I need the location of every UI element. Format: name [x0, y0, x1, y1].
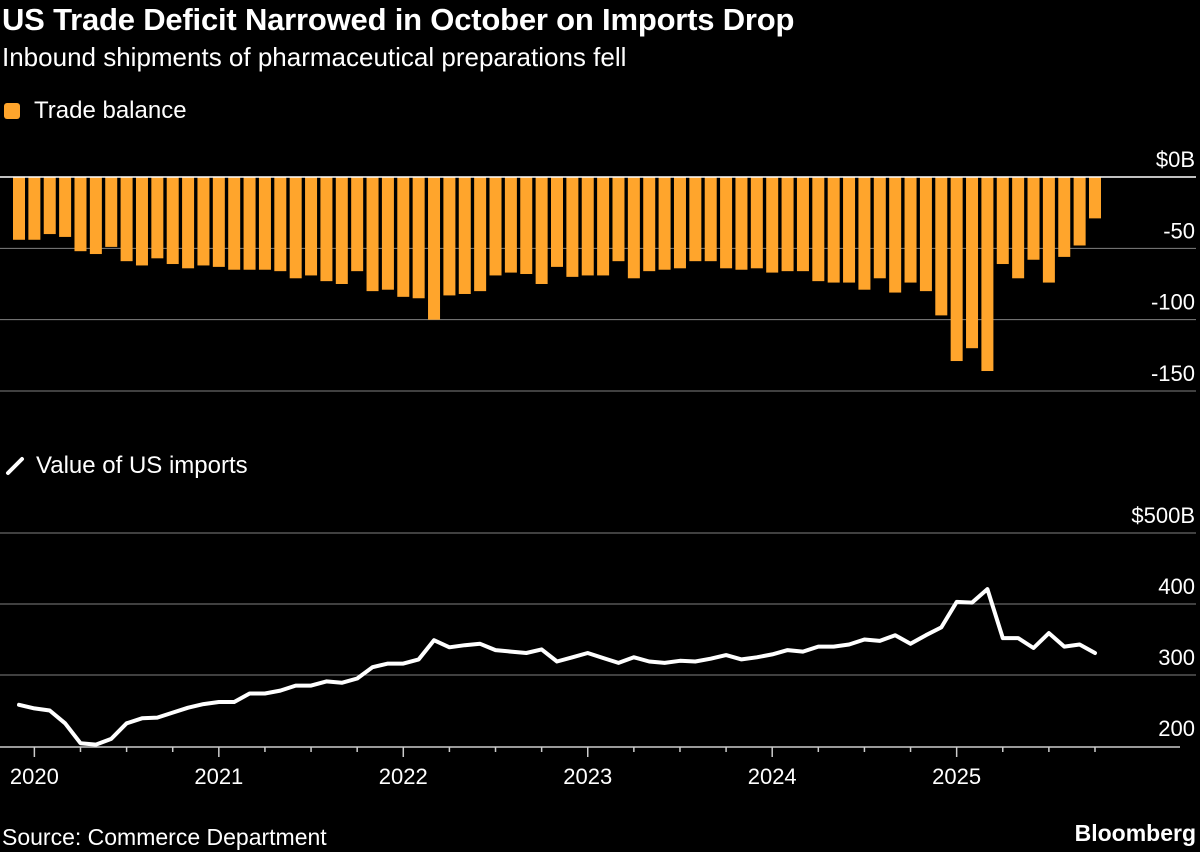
- bar-2024-04: [812, 177, 825, 282]
- bar-2024-03: [796, 177, 809, 272]
- bar-2024-05: [827, 177, 840, 283]
- bar-2020-08: [135, 177, 148, 266]
- bar-2023-10: [720, 177, 733, 269]
- bar-2020-04: [74, 177, 87, 252]
- x-tick-label: 2025: [932, 764, 981, 789]
- legend-label: Value of US imports: [36, 452, 248, 479]
- legend-imports: Value of US imports: [4, 452, 248, 480]
- bar-2021-05: [274, 177, 287, 272]
- bar-2023-07: [673, 177, 686, 269]
- imports-line: [17, 587, 1097, 747]
- bar-2023-05: [643, 177, 656, 272]
- bar-2021-07: [305, 177, 318, 276]
- bar-2023-02: [597, 177, 610, 276]
- y-tick-label: $500B: [1131, 503, 1195, 528]
- bar-2021-01: [212, 177, 225, 267]
- bar-2023-12: [750, 177, 763, 269]
- bar-2023-01: [581, 177, 594, 276]
- bar-2024-10: [904, 177, 917, 283]
- bar-2024-08: [873, 177, 886, 279]
- bar-2020-01: [28, 177, 41, 240]
- y-tick-label: -150: [1151, 361, 1195, 386]
- bar-2021-10: [351, 177, 364, 272]
- bar-2020-11: [182, 177, 195, 269]
- bar-2020-10: [166, 177, 179, 265]
- legend-swatch-bar: [4, 103, 20, 119]
- chart-subtitle: Inbound shipments of pharmaceutical prep…: [2, 42, 627, 72]
- y-tick-label: 200: [1158, 716, 1195, 741]
- bar-2023-03: [612, 177, 625, 262]
- bar-2024-01: [766, 177, 779, 273]
- bar-2020-12: [197, 177, 210, 266]
- bar-2023-04: [627, 177, 640, 279]
- legend-label: Trade balance: [34, 97, 187, 124]
- bar-2023-08: [689, 177, 702, 262]
- bar-2024-07: [858, 177, 871, 290]
- y-tick-label: -50: [1163, 218, 1195, 243]
- bar-2023-06: [658, 177, 671, 270]
- bar-2025-02: [966, 177, 979, 349]
- bar-2024-06: [843, 177, 856, 283]
- bar-2022-05: [458, 177, 471, 294]
- y-tick-label: 400: [1158, 574, 1195, 599]
- bar-2025-03: [981, 177, 994, 372]
- bar-2024-02: [781, 177, 794, 272]
- bar-2023-11: [735, 177, 748, 270]
- bar-2020-06: [105, 177, 118, 247]
- y-tick-label: $0B: [1156, 147, 1195, 172]
- bar-2020-03: [59, 177, 72, 237]
- line-legend-icon: [6, 457, 24, 475]
- bar-2022-11: [551, 177, 563, 267]
- bar-2021-04: [258, 177, 271, 270]
- bar-2022-02: [412, 177, 425, 299]
- bar-2022-01: [397, 177, 410, 297]
- bar-2022-08: [504, 177, 517, 273]
- x-tick-label: 2023: [563, 764, 612, 789]
- bar-2020-02: [43, 177, 56, 235]
- x-tick-label: 2024: [748, 764, 797, 789]
- bar-2025-07: [1042, 177, 1055, 283]
- bar-2025-09: [1073, 177, 1086, 246]
- bar-2021-03: [243, 177, 256, 270]
- chart-title: US Trade Deficit Narrowed in October on …: [2, 2, 795, 37]
- bar-2021-12: [381, 177, 394, 290]
- bar-2024-12: [935, 177, 948, 316]
- bar-2025-04: [996, 177, 1009, 265]
- x-tick-label: 2021: [194, 764, 243, 789]
- bar-2022-10: [535, 177, 548, 284]
- legend-trade-balance: Trade balance: [4, 97, 187, 125]
- bar-2022-12: [566, 177, 579, 277]
- bar-2024-11: [919, 177, 932, 292]
- bar-2025-10: [1089, 177, 1101, 219]
- bar-2020-05: [89, 177, 102, 255]
- bar-2024-09: [889, 177, 902, 293]
- bar-2022-06: [474, 177, 487, 292]
- bar-2025-06: [1027, 177, 1040, 260]
- bloomberg-logo: Bloomberg: [1074, 820, 1196, 846]
- bar-2021-08: [320, 177, 333, 282]
- bar-2025-05: [1012, 177, 1025, 279]
- bar-2022-04: [443, 177, 456, 296]
- bar-2021-11: [366, 177, 379, 292]
- y-tick-label: -100: [1151, 290, 1195, 315]
- bar-2022-07: [489, 177, 502, 276]
- bar-2022-09: [520, 177, 533, 275]
- bar-2022-03: [428, 177, 441, 320]
- bar-2020-09: [151, 177, 164, 259]
- y-tick-label: 300: [1158, 645, 1195, 670]
- bar-2025-01: [950, 177, 963, 362]
- x-tick-label: 2022: [379, 764, 428, 789]
- bar-2021-02: [228, 177, 241, 270]
- bar-2020-07: [120, 177, 133, 262]
- source-note: Source: Commerce Department: [2, 824, 327, 850]
- bar-2021-09: [335, 177, 348, 284]
- bar-2023-09: [704, 177, 717, 262]
- bar-2019-12: [13, 177, 25, 240]
- bar-2021-06: [289, 177, 302, 279]
- bar-2025-08: [1058, 177, 1071, 257]
- x-tick-label: 2020: [10, 764, 59, 789]
